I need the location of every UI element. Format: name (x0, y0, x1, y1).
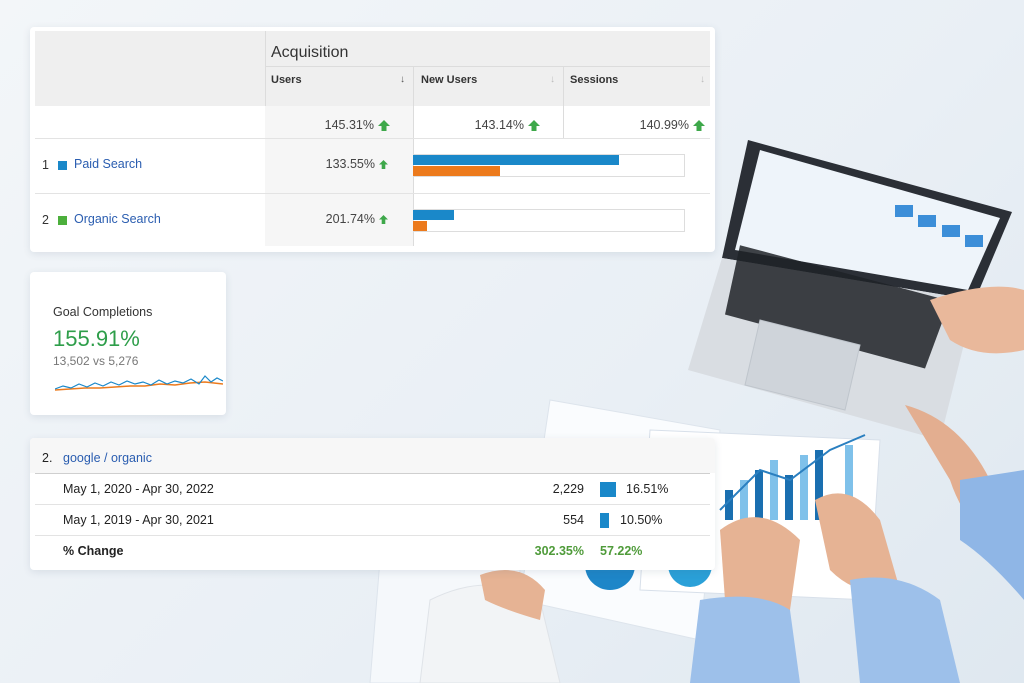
row-value: 133.55% (270, 157, 388, 171)
up-arrow (378, 120, 390, 132)
row-divider (35, 193, 710, 194)
row-divider (35, 473, 710, 474)
period-value: 2,229 (552, 482, 584, 496)
legend-swatch (58, 216, 67, 225)
total-text: 145.31% (324, 118, 374, 132)
total-value: 140.99% (570, 118, 705, 132)
change-label: % Change (63, 544, 124, 558)
change-value: 302.35% (534, 544, 584, 558)
row-divider (35, 504, 710, 505)
metric-comparison: 13,502 vs 5,276 (53, 354, 139, 368)
row-divider (35, 535, 710, 536)
trackpad (744, 319, 861, 411)
sort-icon: ↓ (550, 74, 555, 85)
table-header (35, 31, 710, 106)
period-percent: 16.51% (626, 482, 669, 496)
report-bars (719, 434, 866, 520)
up-arrow (693, 120, 705, 132)
hand (480, 570, 545, 620)
share-bar (600, 513, 609, 528)
row-value: 201.74% (270, 212, 388, 226)
up-arrow (379, 215, 388, 225)
total-value: 145.31% (270, 118, 390, 132)
metric-value: 155.91% (53, 326, 140, 351)
total-value: 143.14% (420, 118, 540, 132)
period-label: May 1, 2019 - Apr 30, 2021 (63, 513, 214, 527)
up-arrow (528, 120, 540, 132)
period-percent: 10.50% (620, 513, 663, 527)
sparkline (55, 375, 223, 391)
divider (563, 66, 564, 138)
keyboard (725, 245, 950, 369)
metric-title: Goal Completions (53, 305, 153, 319)
sleeve (850, 577, 960, 683)
sort-icon: ↓ (700, 74, 705, 85)
laptop-screen (735, 150, 1000, 290)
source-link[interactable]: google / organic (63, 451, 152, 465)
row-rank: 1 (42, 158, 49, 172)
acquisition-card: Acquisition Users ↓ New Users ↓ Sessions… (30, 27, 715, 252)
row-link[interactable]: Organic Search (74, 212, 161, 226)
group-title: Acquisition (271, 44, 349, 61)
column-header[interactable]: Users (271, 74, 302, 86)
goal-card: Goal Completions 155.91% 13,502 vs 5,276 (30, 272, 226, 415)
total-text: 143.14% (474, 118, 524, 132)
row-rank: 2 (42, 213, 49, 227)
legend-swatch (58, 161, 67, 170)
bar-current (413, 155, 619, 165)
row-divider (35, 138, 710, 139)
up-arrow (379, 160, 388, 170)
hand (720, 517, 800, 614)
total-text: 140.99% (639, 118, 689, 132)
row-link[interactable]: Paid Search (74, 157, 143, 171)
source-rank: 2. (42, 451, 53, 465)
users-column (265, 106, 413, 246)
bar-previous (413, 221, 427, 231)
sort-icon: ↓ (400, 74, 405, 85)
change-percent: 57.22% (600, 544, 643, 558)
divider (265, 66, 710, 67)
period-label: May 1, 2020 - Apr 30, 2022 (63, 482, 214, 496)
source-header (30, 438, 715, 473)
row-value-text: 133.55% (325, 157, 375, 171)
hand (815, 493, 900, 593)
sleeve (690, 596, 800, 683)
bar-previous (413, 166, 500, 176)
row-value-text: 201.74% (325, 212, 375, 226)
column-header[interactable]: New Users (421, 74, 478, 86)
hand (930, 286, 1024, 354)
column-header[interactable]: Sessions (570, 74, 619, 86)
share-bar (600, 482, 616, 497)
sleeve (960, 470, 1024, 600)
source-card: 2. google / organic May 1, 2020 - Apr 30… (30, 438, 715, 570)
period-value: 554 (563, 513, 584, 527)
bar-track (413, 209, 685, 232)
bar-current (413, 210, 454, 220)
